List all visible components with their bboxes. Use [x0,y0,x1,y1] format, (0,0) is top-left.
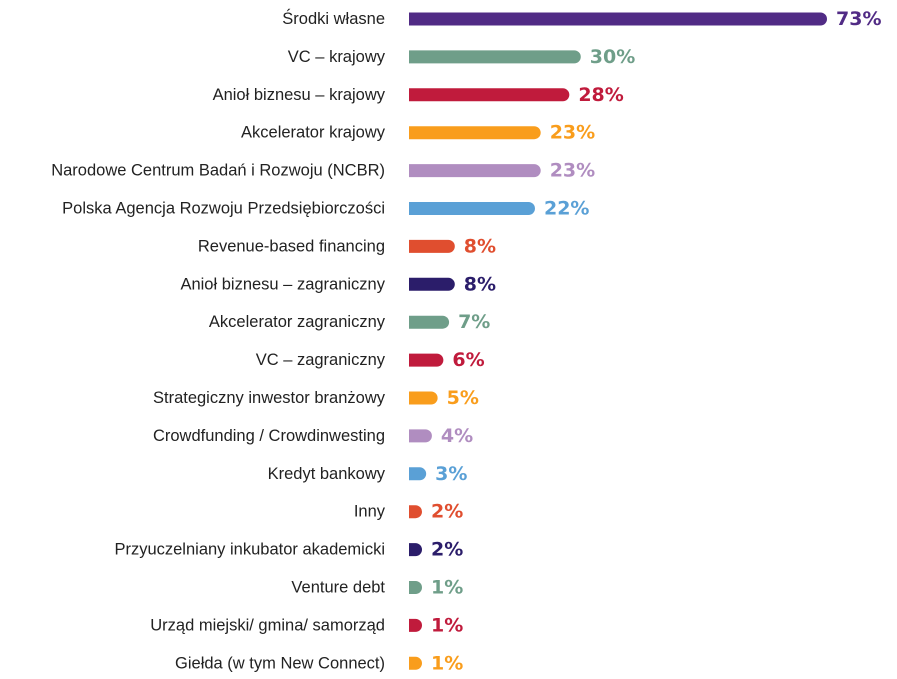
category-label: Akcelerator zagraniczny [209,313,386,331]
category-label: Narodowe Centrum Badań i Rozwoju (NCBR) [51,162,385,180]
category-label: Strategiczny inwestor branżowy [153,389,386,407]
category-label: Środki własne [282,9,385,28]
bar [409,391,438,405]
category-label: Revenue-based financing [198,237,385,255]
category-label: Crowdfunding / Crowdinwesting [153,427,385,445]
category-label: Przyuczelniany inkubator akademicki [114,541,385,559]
category-label: Urząd miejski/ gmina/ samorząd [150,616,385,634]
bar-row-gielda-w-tym-new-connect: Giełda (w tym New Connect) 1% [175,652,463,674]
bar [409,126,541,140]
bar [409,543,423,557]
bar-row-aniol-biznesu-krajowy: Anioł biznesu – krajowy 28% [213,84,624,106]
bar-row-revenue-based-financing: Revenue-based financing 8% [198,235,496,257]
bar-row-aniol-biznesu-zagraniczny: Anioł biznesu – zagraniczny 8% [180,273,496,295]
bar [409,315,450,329]
bar-row-strategiczny-inwestor-branzowy: Strategiczny inwestor branżowy 5% [153,387,479,409]
category-label: Anioł biznesu – krajowy [213,86,386,104]
value-label: 1% [431,577,463,599]
category-label: Giełda (w tym New Connect) [175,654,385,672]
bar-row-przyuczelniany-inkubator-akademicki: Przyuczelniany inkubator akademicki 2% [114,539,463,561]
bar-row-kredyt-bankowy: Kredyt bankowy 3% [268,463,468,485]
bar-row-akcelerator-zagraniczny: Akcelerator zagraniczny 7% [209,311,490,333]
bar-row-narodowe-centrum-badan-i-rozwoju-ncbr: Narodowe Centrum Badań i Rozwoju (NCBR) 2… [51,160,595,182]
value-label: 73% [836,8,881,30]
value-label: 4% [441,425,473,447]
bar [409,164,541,178]
bar [409,618,423,632]
value-label: 3% [435,463,467,485]
bar [409,50,581,64]
bar [409,505,423,519]
category-label: Akcelerator krajowy [241,124,386,142]
bar [409,88,570,102]
bar-row-urzad-miejski-gmina-samorzad: Urząd miejski/ gmina/ samorząd 1% [150,614,463,636]
bar-row-vc-krajowy: VC – krajowy 30% [288,46,635,68]
value-label: 28% [578,84,623,106]
value-label: 1% [431,614,463,636]
category-label: VC – zagraniczny [256,351,386,369]
bar-row-akcelerator-krajowy: Akcelerator krajowy 23% [241,122,595,144]
bar-row-srodki-wlasne: Środki własne 73% [282,8,881,30]
category-label: Polska Agencja Rozwoju Przedsiębiorczośc… [62,200,385,218]
bar [409,656,423,670]
value-label: 5% [447,387,479,409]
category-label: Kredyt bankowy [268,465,386,483]
bar-row-inny: Inny 2% [354,501,463,523]
bar-row-polska-agencja-rozwoju-przedsiebiorczosci: Polska Agencja Rozwoju Przedsiębiorczośc… [62,198,589,220]
value-label: 22% [544,198,589,220]
value-label: 6% [452,349,484,371]
bar [409,467,427,481]
category-label: VC – krajowy [288,48,386,66]
bar [409,581,423,594]
bar-row-vc-zagraniczny: VC – zagraniczny 6% [256,349,485,371]
bar [409,202,535,215]
value-label: 2% [431,501,463,523]
bar [409,239,455,253]
bar-row-crowdfunding-crowdinwesting: Crowdfunding / Crowdinwesting 4% [153,425,473,447]
value-label: 8% [464,273,496,295]
bar [409,353,444,367]
value-label: 23% [550,122,595,144]
value-label: 2% [431,539,463,561]
value-label: 1% [431,652,463,674]
category-label: Inny [354,503,386,521]
bar [409,12,827,26]
category-label: Venture debt [291,579,385,597]
value-label: 30% [590,46,635,68]
bar [409,277,455,291]
bar-row-venture-debt: Venture debt 1% [291,577,463,599]
value-label: 23% [550,160,595,182]
bar [409,429,432,443]
category-label: Anioł biznesu – zagraniczny [180,275,385,293]
value-label: 7% [458,311,490,333]
value-label: 8% [464,235,496,257]
